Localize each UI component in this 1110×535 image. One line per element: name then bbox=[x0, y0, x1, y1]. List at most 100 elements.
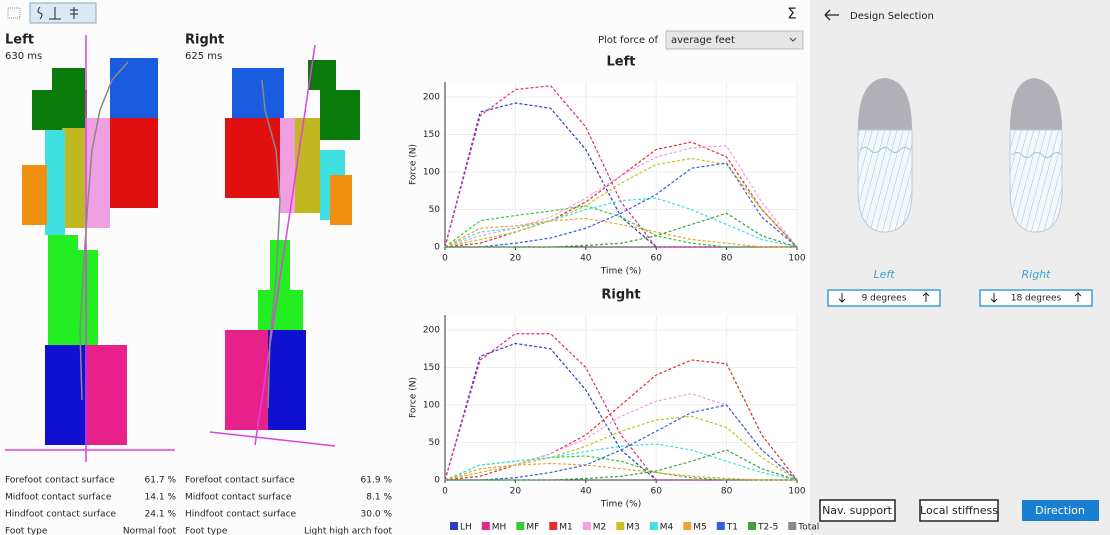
pressure-region bbox=[52, 68, 85, 93]
series-line: T2-5 bbox=[445, 449, 798, 481]
chart-title: Right bbox=[601, 288, 640, 303]
pressure-region bbox=[268, 330, 306, 430]
axis-line bbox=[209, 431, 336, 447]
grid-icon[interactable] bbox=[7, 7, 21, 19]
angle-value: 18 degrees bbox=[1011, 294, 1062, 304]
legend-label: MH bbox=[492, 523, 507, 533]
plot-area bbox=[445, 82, 797, 247]
series-line: M1 bbox=[444, 141, 798, 248]
legend-label: M1 bbox=[559, 523, 573, 533]
angle-control[interactable] bbox=[979, 289, 1093, 307]
plot-force-dropdown[interactable] bbox=[665, 30, 804, 50]
y-tick-label: 100 bbox=[423, 168, 440, 178]
x-tick-label: 100 bbox=[788, 487, 805, 497]
legend-swatch bbox=[716, 522, 725, 530]
angle-arrows[interactable] bbox=[838, 292, 930, 303]
stat-label: Midfoot contact surface bbox=[185, 493, 292, 503]
legend-swatch bbox=[788, 522, 797, 530]
pressure-region bbox=[258, 290, 303, 335]
stat-label: Midfoot contact surface bbox=[5, 493, 112, 503]
x-tick-label: 60 bbox=[650, 487, 662, 497]
y-tick-label: 100 bbox=[423, 401, 440, 411]
view-toggle[interactable] bbox=[29, 2, 97, 24]
grid-icon-shape bbox=[7, 7, 21, 19]
foot-title: Right bbox=[185, 33, 224, 48]
side-panel bbox=[810, 0, 1110, 535]
foot-duration: 625 ms bbox=[185, 51, 222, 62]
button-label: Local stiffness bbox=[920, 504, 998, 517]
legend-label: T1 bbox=[726, 523, 738, 533]
legend-swatch bbox=[549, 522, 558, 530]
x-tick-label: 40 bbox=[580, 487, 592, 497]
legend-label: LH bbox=[460, 523, 472, 533]
button[interactable] bbox=[819, 499, 896, 522]
series-line: M4 bbox=[444, 197, 798, 248]
button-active[interactable] bbox=[1022, 500, 1099, 521]
plot-force-label: Plot force of bbox=[598, 35, 659, 46]
sigma-button[interactable]: Σ bbox=[787, 5, 796, 23]
x-tick-label: 20 bbox=[510, 254, 522, 264]
x-tick-label: 100 bbox=[788, 254, 805, 264]
dropdown-arrow bbox=[789, 37, 797, 42]
y-axis-label: Force (N) bbox=[409, 144, 419, 185]
pressure-region bbox=[48, 235, 78, 345]
pressure-region bbox=[232, 68, 284, 118]
stat-label: Hindfoot contact surface bbox=[5, 510, 117, 520]
stat-label: Hindfoot contact surface bbox=[185, 510, 297, 520]
stat-value: Normal foot bbox=[123, 527, 177, 535]
back-label[interactable]: Design Selection bbox=[850, 11, 934, 22]
stat-label: Foot type bbox=[5, 527, 48, 535]
legend-label: T2-5 bbox=[757, 523, 778, 533]
y-tick-label: 150 bbox=[423, 363, 440, 373]
pressure-region bbox=[45, 130, 65, 235]
pressure-region bbox=[110, 118, 158, 208]
x-tick-label: 60 bbox=[650, 254, 662, 264]
toggle-icons bbox=[37, 6, 78, 20]
y-tick-label: 0 bbox=[434, 476, 440, 486]
series-line: M2 bbox=[444, 145, 798, 248]
stat-value: 24.1 % bbox=[145, 510, 177, 520]
y-tick-label: 0 bbox=[434, 243, 440, 253]
stat-label: Forefoot contact surface bbox=[5, 476, 115, 486]
legend-label: MF bbox=[526, 523, 539, 533]
button[interactable] bbox=[919, 499, 999, 522]
x-tick-label: 0 bbox=[442, 254, 448, 264]
pressure-region bbox=[110, 58, 158, 118]
pressure-region bbox=[270, 240, 290, 290]
plot-force-value: average feet bbox=[671, 35, 735, 46]
legend-swatch bbox=[616, 522, 625, 530]
pressure-region bbox=[295, 118, 320, 213]
y-axis-label: Force (N) bbox=[409, 377, 419, 418]
x-tick-label: 0 bbox=[442, 487, 448, 497]
pressure-region bbox=[22, 165, 47, 225]
pressure-region bbox=[32, 90, 87, 130]
legend-swatch bbox=[683, 522, 692, 530]
series-line: M4 bbox=[444, 443, 798, 481]
pressure-maps bbox=[5, 35, 360, 462]
button-label: Nav. support bbox=[822, 504, 893, 517]
pressure-region bbox=[85, 118, 110, 228]
axis-line bbox=[254, 44, 316, 446]
pressure-region bbox=[330, 175, 352, 225]
stat-value: 14.1 % bbox=[145, 493, 177, 503]
legend-label: Total bbox=[797, 523, 819, 533]
legend-swatch bbox=[582, 522, 591, 530]
y-tick-label: 50 bbox=[429, 205, 441, 215]
angle-arrows[interactable] bbox=[990, 292, 1082, 303]
stat-value: 30.0 % bbox=[361, 510, 393, 520]
back-arrow[interactable] bbox=[824, 9, 839, 21]
shoe-right bbox=[1009, 78, 1063, 233]
x-tick-label: 40 bbox=[580, 254, 592, 264]
x-tick-label: 20 bbox=[510, 487, 522, 497]
angle-control[interactable] bbox=[827, 289, 941, 307]
pressure-path bbox=[261, 79, 281, 409]
legend-swatch bbox=[748, 522, 757, 530]
series-line: T1 bbox=[445, 404, 798, 481]
stat-value: 8.1 % bbox=[366, 493, 392, 503]
y-tick-label: 200 bbox=[423, 326, 440, 336]
stat-value: Light high arch foot bbox=[304, 527, 393, 535]
y-tick-label: 50 bbox=[429, 438, 441, 448]
legend-label: M3 bbox=[626, 523, 640, 533]
